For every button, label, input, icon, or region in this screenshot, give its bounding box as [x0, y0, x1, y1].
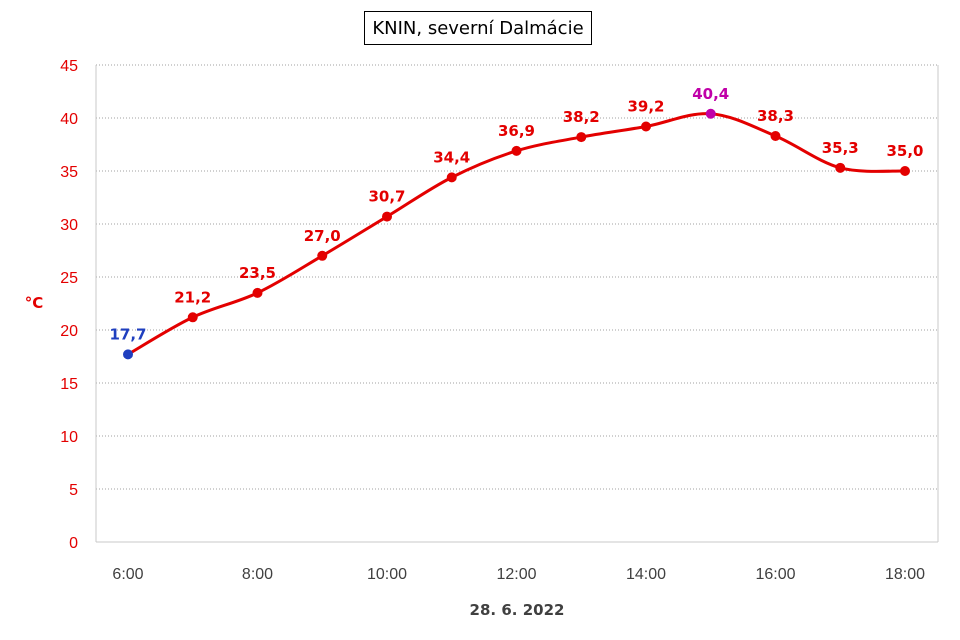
data-label: 38,3 [757, 107, 794, 125]
x-tick-label: 8:00 [242, 566, 273, 583]
data-label: 35,3 [822, 139, 859, 157]
data-label: 17,7 [109, 325, 146, 343]
data-point [900, 166, 910, 176]
data-label: 34,4 [433, 148, 470, 166]
y-tick-label: 20 [60, 323, 78, 340]
data-label: 21,2 [174, 288, 211, 306]
data-point [770, 131, 781, 142]
data-point [252, 287, 263, 298]
data-label: 38,2 [563, 108, 600, 126]
x-tick-label: 18:00 [885, 566, 925, 583]
data-point [187, 312, 198, 323]
data-point [511, 145, 522, 156]
data-point [123, 349, 133, 360]
data-point [835, 162, 846, 173]
data-point [705, 108, 716, 119]
y-tick-label: 5 [69, 482, 78, 499]
x-tick-label: 12:00 [496, 566, 536, 583]
data-label: 27,0 [304, 227, 341, 245]
data-point [641, 121, 651, 132]
y-tick-label: 0 [69, 535, 78, 552]
data-label: 35,0 [886, 142, 923, 160]
data-label: 30,7 [368, 188, 405, 206]
x-tick-label: 16:00 [755, 566, 795, 583]
x-axis-title: 28. 6. 2022 [470, 601, 565, 619]
y-tick-label: 25 [60, 270, 78, 287]
y-tick-label: 10 [60, 429, 78, 446]
data-point [446, 172, 457, 183]
data-label: 40,4 [692, 85, 729, 103]
data-label: 39,2 [627, 97, 664, 115]
x-tick-label: 10:00 [367, 566, 407, 583]
y-tick-label: 45 [60, 58, 78, 75]
x-tick-label: 14:00 [626, 566, 666, 583]
y-tick-label: 15 [60, 376, 78, 393]
data-point [317, 250, 328, 261]
data-point [576, 132, 587, 143]
chart-title: KNIN, severní Dalmácie [364, 11, 592, 45]
data-label: 36,9 [498, 122, 535, 140]
data-label: 23,5 [239, 264, 276, 282]
y-tick-label: 35 [60, 164, 78, 181]
y-tick-label: 30 [60, 217, 78, 234]
y-tick-label: 40 [60, 111, 78, 128]
y-axis-title: °C [25, 294, 44, 312]
x-tick-label: 6:00 [112, 566, 143, 583]
data-point [382, 211, 392, 222]
